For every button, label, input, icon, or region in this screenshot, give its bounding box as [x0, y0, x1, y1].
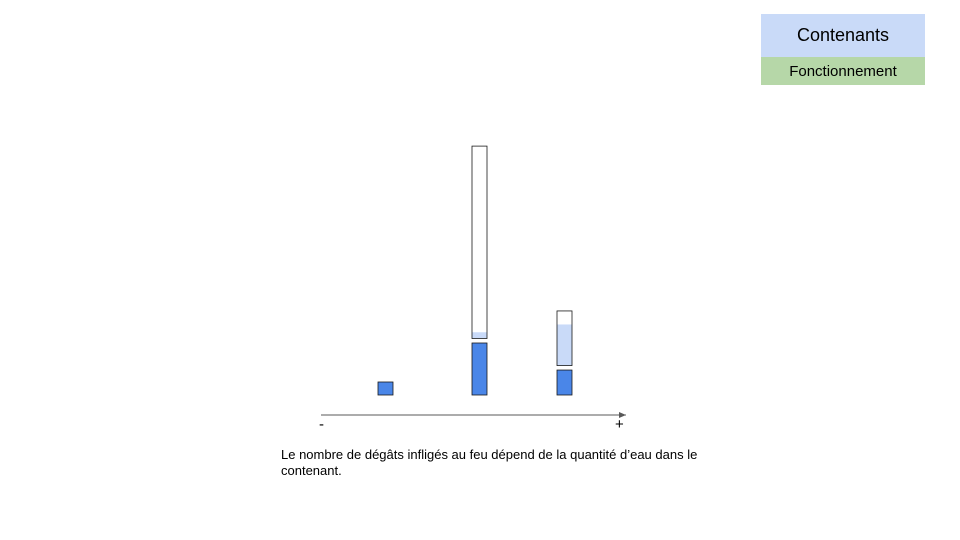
damage-bar	[377, 381, 394, 396]
axis-max-label: +	[615, 416, 624, 433]
water-fill	[557, 324, 572, 366]
damage-bar	[556, 369, 573, 396]
container-outline	[556, 310, 573, 366]
axis-min-label: -	[319, 416, 324, 433]
damage-bar	[471, 342, 488, 396]
section-label: Fonctionnement	[761, 57, 925, 85]
chart-marks	[377, 145, 573, 396]
water-fill	[472, 332, 487, 339]
topic-label: Contenants	[761, 14, 925, 57]
caption-text: Le nombre de dégâts infligés au feu dépe…	[281, 447, 698, 478]
container-outline	[471, 145, 488, 339]
